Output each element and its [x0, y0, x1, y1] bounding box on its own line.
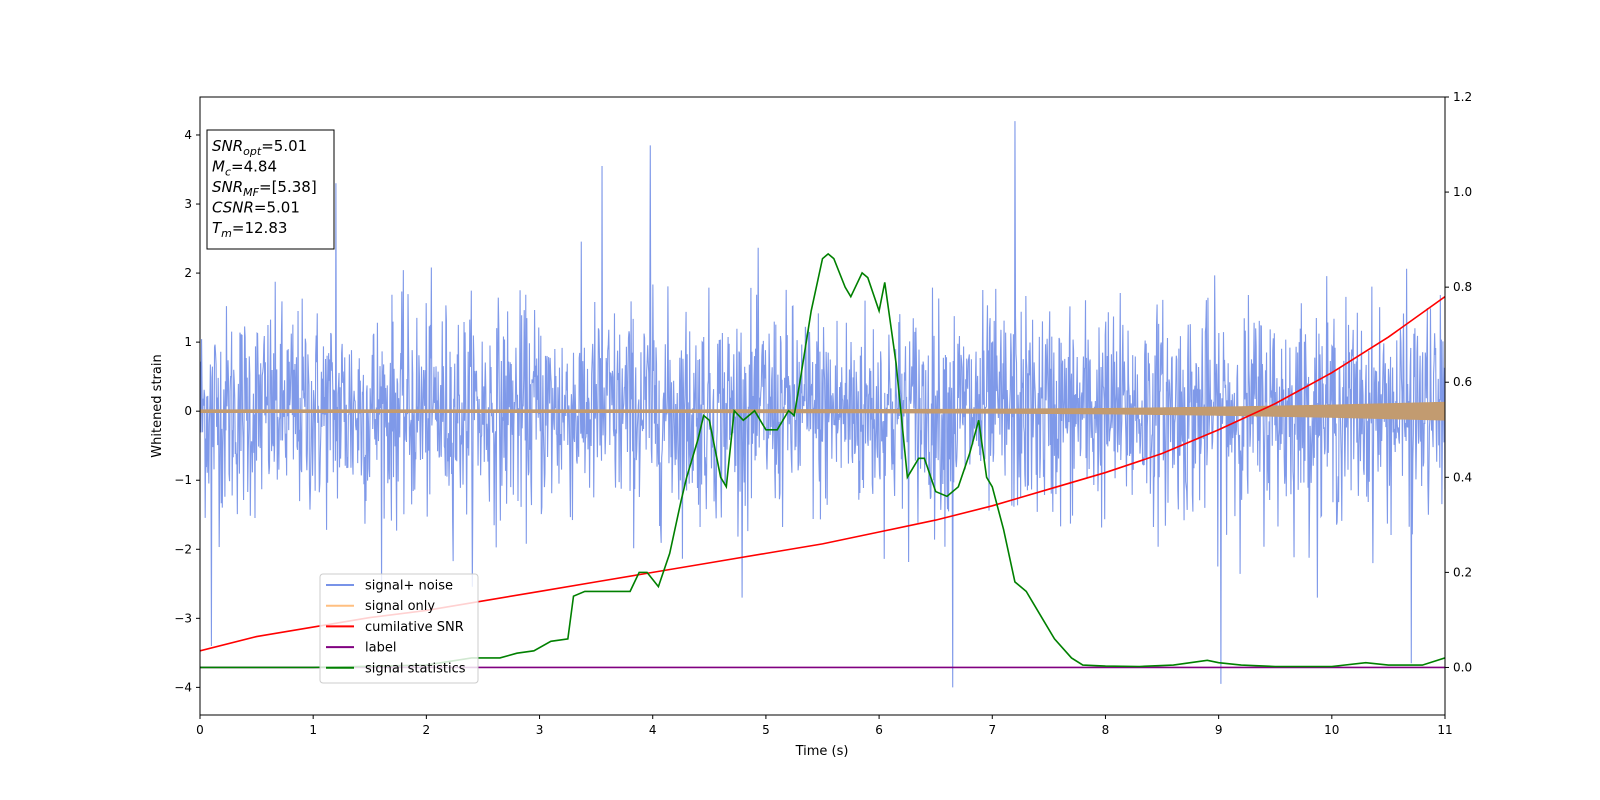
x-tick-label: 6: [875, 723, 883, 737]
y2-tick-label: 1.0: [1453, 185, 1472, 199]
legend-label: label: [365, 641, 396, 656]
y2-tick-label: 1.2: [1453, 90, 1472, 104]
y-tick-label: 0: [184, 404, 192, 418]
noise-trace: [200, 121, 1445, 688]
y-axis-left: −4 −3 −2 −1 0 1 2 3 4: [174, 128, 200, 694]
x-tick-label: 0: [196, 723, 204, 737]
x-axis: 0 1 2 3 4 5 6 7 8 9 10 11: [196, 715, 1453, 737]
info-box-frame: [206, 129, 335, 250]
info-box-line: SNRopt=5.01: [212, 137, 307, 158]
plot-frame: [199, 96, 1446, 716]
y-tick-label: −3: [174, 611, 192, 625]
x-tick-label: 1: [309, 723, 317, 737]
x-tick-label: 10: [1324, 723, 1339, 737]
x-tick-label: 7: [988, 723, 996, 737]
info-box-line: Tm=12.83: [212, 219, 287, 240]
x-tick-label: 11: [1437, 723, 1452, 737]
legend-label: signal+ noise: [365, 579, 453, 594]
x-tick-label: 3: [536, 723, 544, 737]
legend-label: signal only: [365, 599, 435, 614]
x-tick-label: 9: [1215, 723, 1223, 737]
y2-tick-label: 0.4: [1453, 470, 1472, 484]
y-axis-right: 0.0 0.2 0.4 0.6 0.8 1.0 1.2: [1445, 90, 1472, 674]
y2-tick-label: 0.6: [1453, 375, 1472, 389]
y-tick-label: −1: [174, 473, 192, 487]
info-box-line: CSNR=5.01: [212, 199, 300, 217]
y2-tick-label: 0.0: [1453, 660, 1472, 674]
y-tick-label: 2: [184, 266, 192, 280]
info-box-line: SNRMF=[5.38]: [212, 178, 317, 199]
y2-tick-label: 0.2: [1453, 565, 1472, 579]
series-signal-statistics: [200, 252, 1445, 669]
series-signal-noise: [200, 121, 1445, 688]
legend-label: signal statistics: [365, 661, 466, 676]
legend-frame: [319, 573, 479, 684]
x-tick-label: 5: [762, 723, 770, 737]
signal-only-band: [200, 401, 1445, 421]
y-tick-label: 4: [184, 128, 192, 142]
y-tick-label: −4: [174, 680, 192, 694]
y-tick-label: 1: [184, 335, 192, 349]
x-tick-label: 2: [423, 723, 431, 737]
x-tick-label: 8: [1102, 723, 1110, 737]
series-signal-only: [200, 401, 1445, 421]
legend: signal+ noise signal only cumilative SNR la…: [319, 573, 479, 684]
y2-tick-label: 0.8: [1453, 280, 1472, 294]
legend-label: cumilative SNR: [365, 620, 464, 635]
x-axis-label: Time (s): [795, 744, 849, 759]
y-tick-label: −2: [174, 542, 192, 556]
y-axis-label: Whitened strain: [150, 354, 165, 457]
info-box-line: Mc=4.84: [212, 158, 277, 179]
x-tick-label: 4: [649, 723, 657, 737]
y-tick-label: 3: [184, 197, 192, 211]
